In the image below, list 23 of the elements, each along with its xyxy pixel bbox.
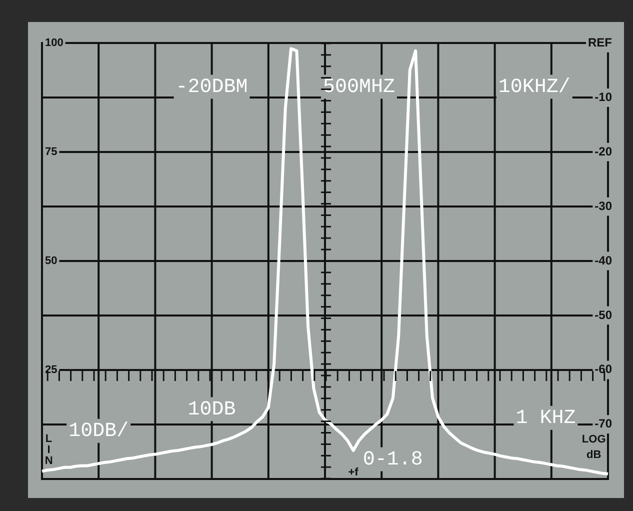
y2-tick-label: -60 bbox=[594, 362, 612, 376]
y2-tick-label: REF bbox=[588, 36, 612, 50]
annotation: +f bbox=[348, 466, 359, 478]
y-tick-label: 25 bbox=[45, 364, 58, 376]
annotation: dB bbox=[586, 448, 602, 461]
annotation: -20DBM bbox=[176, 76, 248, 100]
y2-tick-label: -50 bbox=[594, 308, 612, 322]
y2-tick-label: -40 bbox=[594, 253, 612, 268]
annotation: 0-1.8 bbox=[362, 448, 423, 472]
annotation: 10KHZ/ bbox=[498, 76, 570, 100]
y2-tick-label: -20 bbox=[594, 144, 612, 158]
y-tick-label: 50 bbox=[45, 255, 58, 268]
y2-tick-label: -70 bbox=[594, 416, 612, 431]
annotation: LIN bbox=[44, 433, 53, 468]
y-tick-label: 100 bbox=[45, 37, 64, 50]
y-tick-label: 75 bbox=[45, 146, 58, 158]
y2-tick-label: -30 bbox=[594, 198, 612, 213]
annotation: 500MHZ bbox=[322, 76, 395, 100]
annotation: LOG bbox=[582, 434, 606, 446]
y2-tick-label: -10 bbox=[594, 90, 612, 104]
annotation: 10DB bbox=[188, 398, 236, 422]
annotation: 10DB/ bbox=[68, 420, 129, 444]
annotation: 1 KHZ bbox=[516, 407, 576, 430]
